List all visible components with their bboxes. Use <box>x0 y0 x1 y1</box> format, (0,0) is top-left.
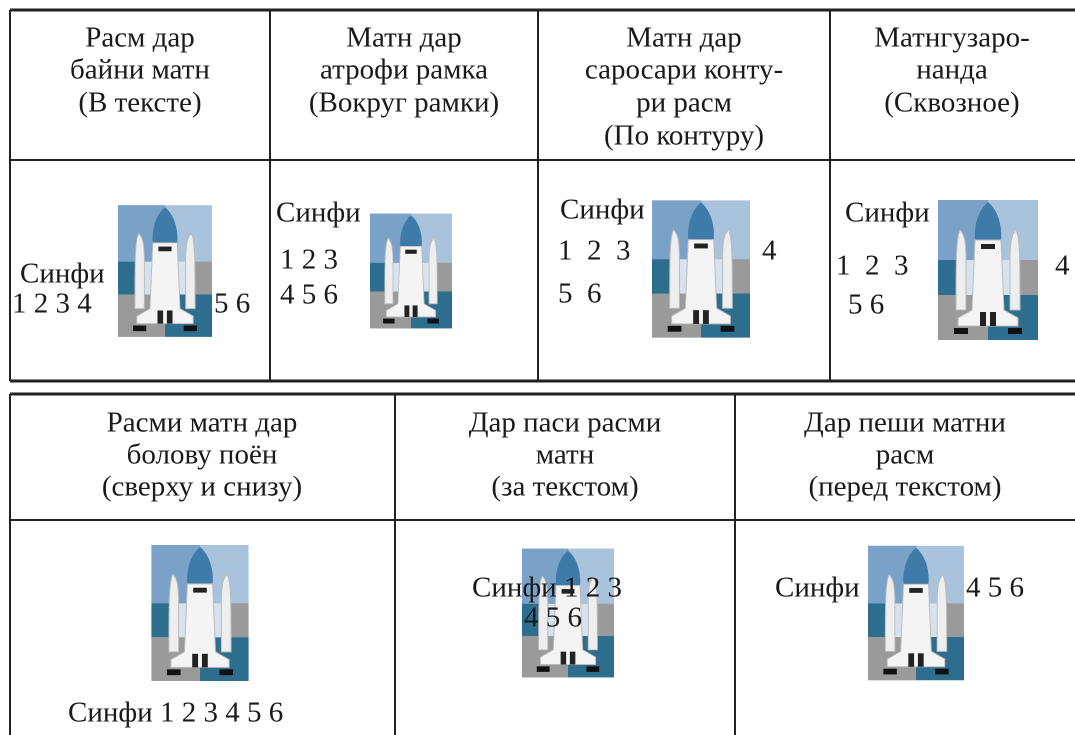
header-line: матн <box>536 439 594 471</box>
example-text: 5 6 <box>214 288 250 320</box>
header-line: (Сквозное) <box>884 87 1019 119</box>
example-text: 4 <box>1055 250 1070 282</box>
example-text: Синфи <box>775 572 860 604</box>
header-line: Дар паси расми <box>469 407 662 439</box>
example-text: 1 2 3 <box>836 250 909 282</box>
header-line: Дар пеши матни <box>804 407 1006 439</box>
header-line: Расми матн дар <box>107 407 298 439</box>
header-line: Матнгузаро- <box>874 22 1029 54</box>
example-text: Синфи <box>845 197 930 229</box>
example-text: 4 5 6 <box>966 572 1024 604</box>
header-line: атрофи рамка <box>320 54 488 86</box>
shuttle-image <box>150 545 250 681</box>
header-line: болову поён <box>127 439 278 471</box>
header-line: (сверху и снизу) <box>102 471 302 503</box>
top-table-grid <box>9 8 1075 383</box>
shuttle-image <box>370 213 452 329</box>
example-text: 1 2 3 4 <box>12 288 92 320</box>
header-line: Матн дар <box>346 22 461 54</box>
header-line: (По контуру) <box>604 120 764 152</box>
header-line: (Вокруг рамки) <box>309 87 499 119</box>
example-text: 4 <box>762 235 777 267</box>
header-line: Расм дар <box>85 22 195 54</box>
header-line: (перед текстом) <box>808 471 1001 503</box>
shuttle-image <box>118 205 212 337</box>
header-line: (В тексте) <box>78 87 201 119</box>
example-text: 4 5 6 <box>280 279 338 311</box>
example-text: Синфи <box>20 258 105 290</box>
example-text: 5 6 <box>558 278 602 310</box>
header-line: ри расм <box>636 87 732 119</box>
header-line: Матн дар <box>626 22 741 54</box>
shuttle-image <box>868 545 964 681</box>
header-line: саросари конту- <box>585 54 783 86</box>
example-text: 1 2 3 <box>280 244 338 276</box>
header-line: расм <box>876 439 935 471</box>
example-text: 5 6 <box>848 289 884 321</box>
shuttle-image <box>937 200 1039 340</box>
example-text: 1 2 3 <box>558 235 631 267</box>
example-text: Синфи <box>560 194 645 226</box>
shuttle-image <box>652 200 750 338</box>
example-text: Синфи 1 2 3 <box>472 572 622 604</box>
header-line: нанда <box>916 54 988 86</box>
header-line: байни матн <box>70 54 210 86</box>
bottom-table-grid <box>9 392 1075 735</box>
header-line: (за текстом) <box>491 471 638 503</box>
example-text: 4 5 6 <box>524 602 582 634</box>
example-text: Синфи 1 2 3 4 5 6 <box>68 697 283 729</box>
example-text: Синфи <box>276 197 361 229</box>
